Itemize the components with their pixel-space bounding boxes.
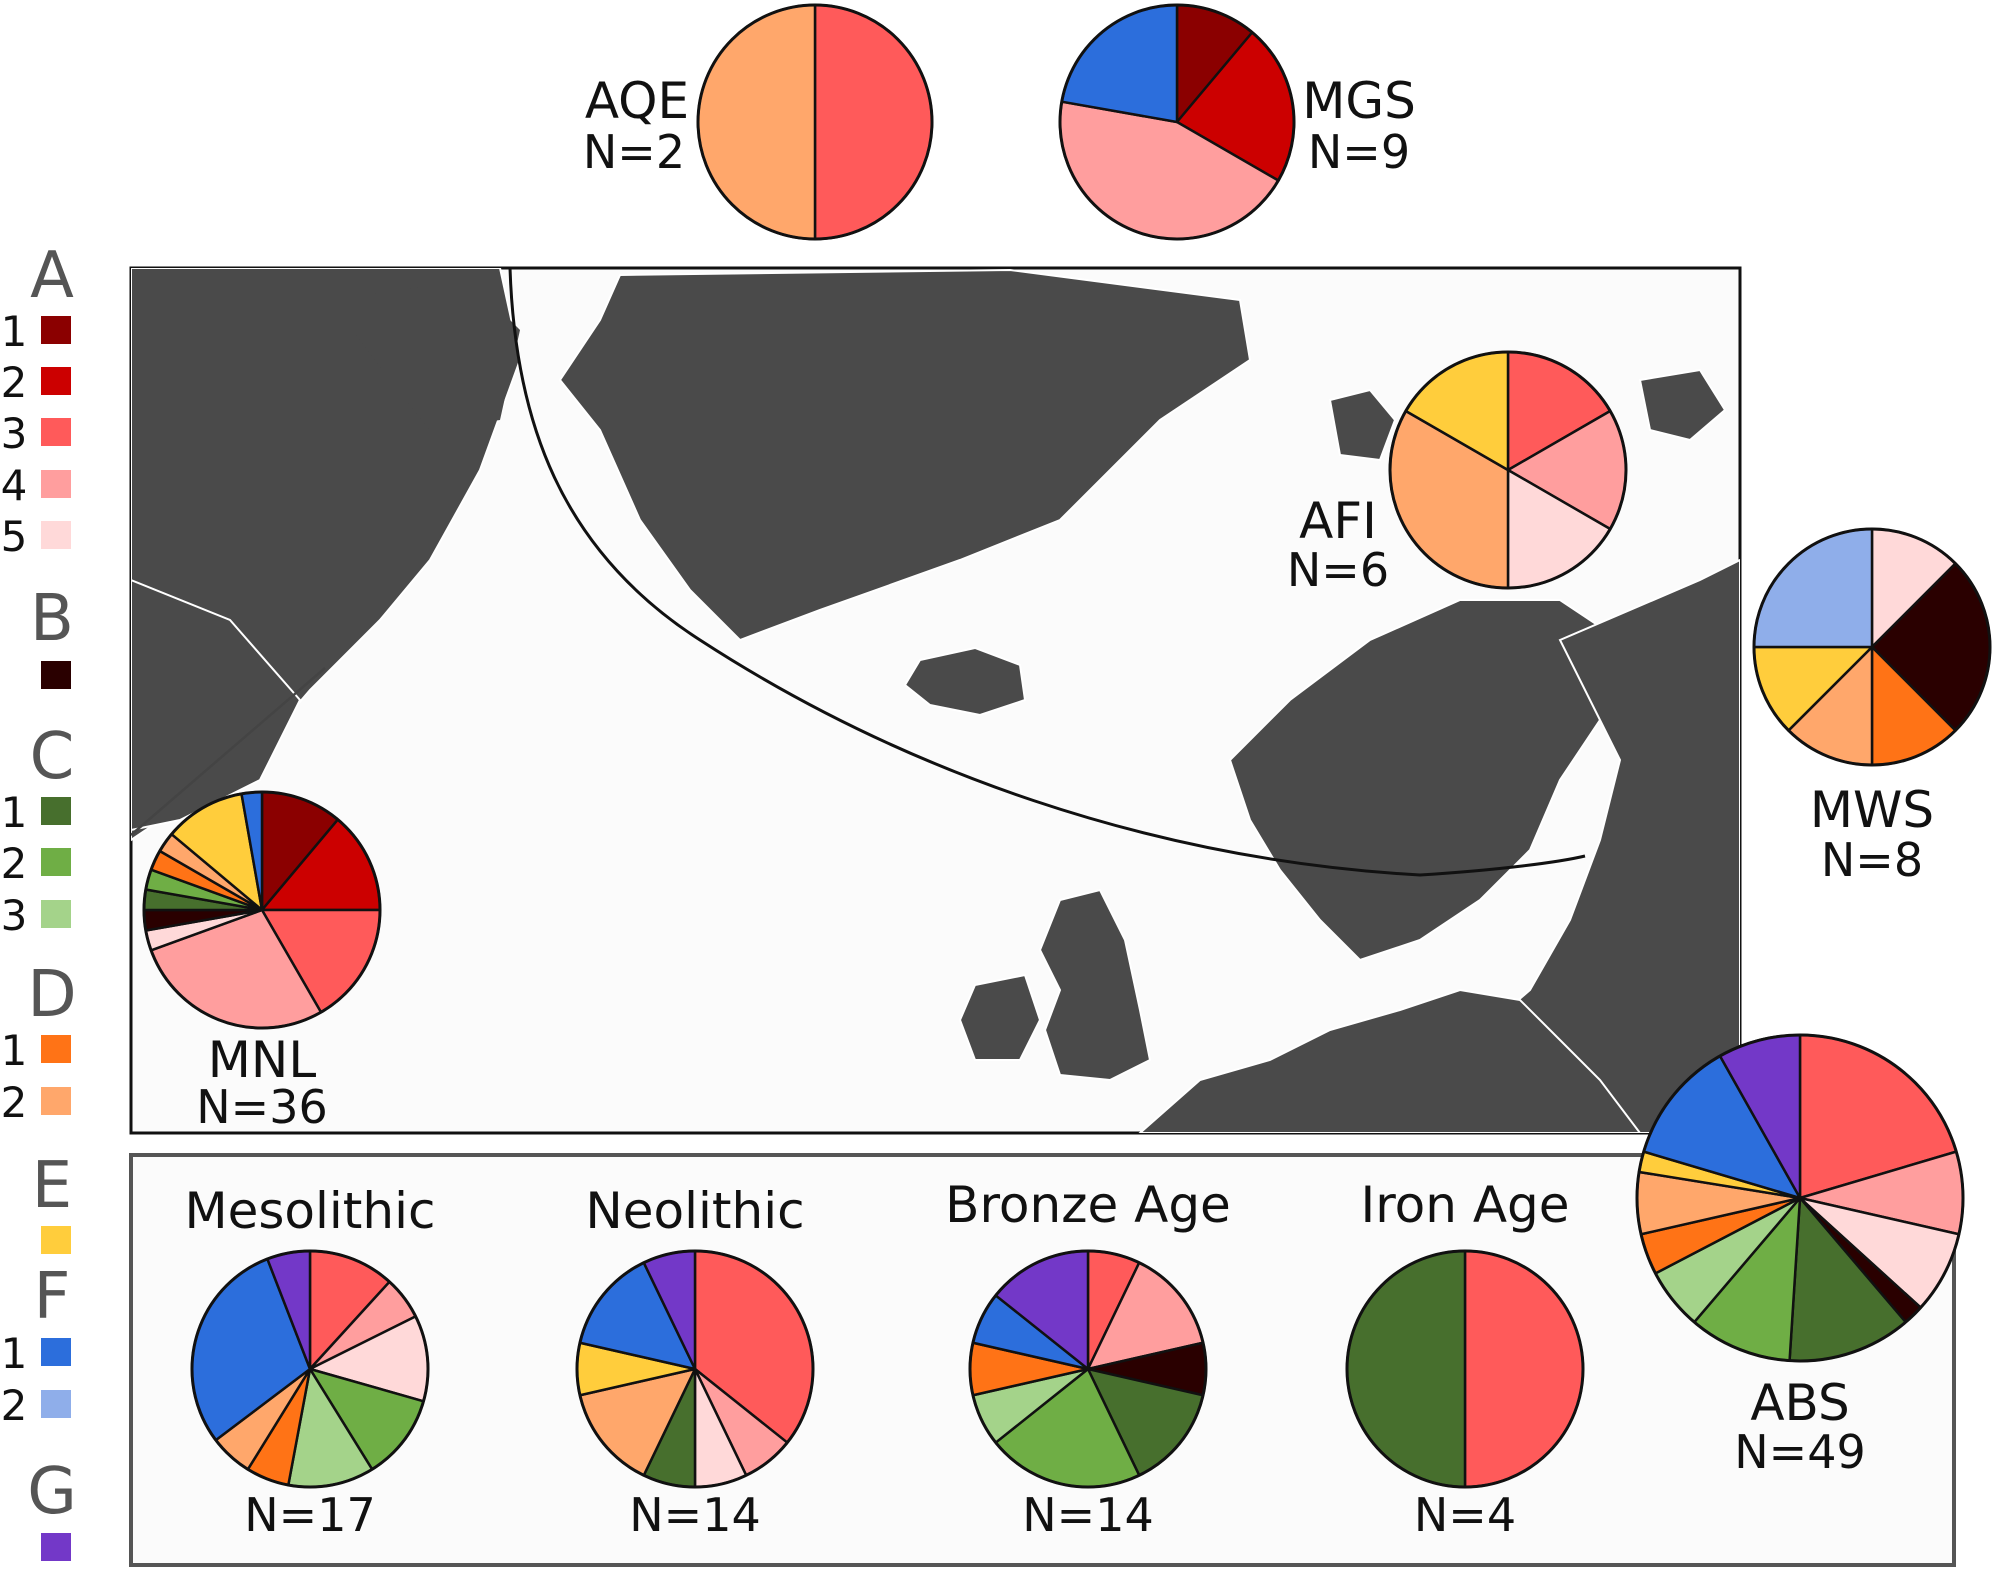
legend-item-number: 4 <box>1 461 28 510</box>
legend-swatch-c2 <box>41 848 71 876</box>
pie-sample-size: N=4 <box>1414 1488 1516 1542</box>
land-ireland <box>958 973 1042 1061</box>
pie-slice-mgs-f1 <box>1060 3 1179 124</box>
legend-item-number: 3 <box>1 891 28 940</box>
legend-group-label: D <box>27 958 76 1032</box>
pie-label: AFI <box>1299 492 1377 550</box>
pie-outline <box>1635 1033 1965 1363</box>
pie-sample-size: N=14 <box>629 1488 761 1542</box>
land-svalbard <box>1328 388 1397 462</box>
legend-swatch-a1 <box>41 316 71 344</box>
pie-iron: Iron Age N=4 <box>1345 1176 1585 1542</box>
pie-label: Neolithic <box>585 1182 804 1240</box>
map-diagonal-line <box>130 667 326 836</box>
pie-label: MNL <box>208 1031 317 1089</box>
legend-swatch-a5 <box>41 521 71 549</box>
pie-outline <box>190 1249 430 1489</box>
pie-label: Mesolithic <box>184 1182 435 1240</box>
legend-swatch-d1 <box>41 1035 71 1063</box>
pie-label: Bronze Age <box>945 1176 1231 1234</box>
land-continent <box>1138 988 1642 1133</box>
legend-item-number: 1 <box>1 1329 28 1378</box>
legend-item-number: 1 <box>1 788 28 837</box>
legend-swatch-g <box>41 1533 71 1561</box>
pie-sample-size: N=8 <box>1821 833 1923 887</box>
pie-label: MWS <box>1810 781 1934 839</box>
land-labrador-coast <box>131 578 302 832</box>
legend-swatch-f1 <box>41 1338 71 1366</box>
land-iceland <box>903 646 1027 717</box>
pie-sample-size: N=14 <box>1022 1488 1154 1542</box>
pie-sample-size: N=49 <box>1734 1425 1866 1479</box>
pie-label: MGS <box>1302 72 1416 130</box>
legend-group-label: G <box>27 1455 77 1529</box>
legend-swatch-e <box>41 1226 71 1254</box>
legend-swatch-a3 <box>41 418 71 446</box>
legend-swatch-c3 <box>41 900 71 928</box>
pie-label: Iron Age <box>1360 1176 1569 1234</box>
pie-neolithic: Neolithic N=14 <box>575 1182 815 1542</box>
legend-swatch-a4 <box>41 470 71 498</box>
land-scandinavia <box>1228 599 1622 962</box>
legend-swatch-d2 <box>41 1087 71 1115</box>
pie-slice-aqe-a3 <box>813 3 934 241</box>
pie-outline <box>1058 3 1296 241</box>
pie-sample-size: N=17 <box>244 1488 376 1542</box>
pie-outline <box>1345 1249 1585 1489</box>
legend-group-label: B <box>30 582 74 656</box>
legend-group-label: A <box>30 239 74 313</box>
pie-outline <box>575 1249 815 1489</box>
legend-item-number: 2 <box>1 358 28 407</box>
pie-label: ABS <box>1750 1374 1849 1432</box>
pie-bronze: Bronze Age N=14 <box>945 1176 1231 1542</box>
land-great-britain <box>1038 888 1152 1082</box>
pie-label: AQE <box>585 72 689 130</box>
legend-item-number: 1 <box>1 307 28 356</box>
land-novaya-zemlya <box>1638 368 1727 442</box>
legend-swatch-a2 <box>41 367 71 395</box>
legend-item-number: 2 <box>1 1078 28 1127</box>
pie-outline <box>696 3 934 241</box>
legend-item-number: 1 <box>1 1026 28 1075</box>
pie-sample-size: N=6 <box>1287 543 1389 597</box>
legend-swatch-c1 <box>41 797 71 825</box>
legend-item-number: 5 <box>1 512 28 561</box>
pie-outline <box>968 1249 1208 1489</box>
legend-item-number: 3 <box>1 409 28 458</box>
legend-item-number: 2 <box>1 839 28 888</box>
pie-sample-size: N=36 <box>196 1080 328 1134</box>
map-arc-line <box>508 267 1586 877</box>
pie-outline <box>1388 350 1628 590</box>
legend-swatch-b <box>41 661 71 689</box>
legend-group-label: C <box>30 720 75 794</box>
land-baffin <box>330 280 520 430</box>
pie-sample-size: N=2 <box>583 125 685 179</box>
legend-item-number: 2 <box>1 1381 28 1430</box>
pie-slice-aqe-d2 <box>696 3 817 241</box>
pie-mesolithic: Mesolithic N=17 <box>184 1182 435 1542</box>
pie-slice-mws-f2 <box>1752 527 1874 649</box>
pie-outline <box>1752 527 1992 767</box>
legend-group-label: F <box>34 1260 71 1334</box>
pie-sample-size: N=9 <box>1308 125 1410 179</box>
legend-swatch-f2 <box>41 1390 71 1418</box>
pie-outline <box>142 790 382 1030</box>
legend-group-label: E <box>32 1149 72 1223</box>
land-greenland <box>558 268 1252 642</box>
